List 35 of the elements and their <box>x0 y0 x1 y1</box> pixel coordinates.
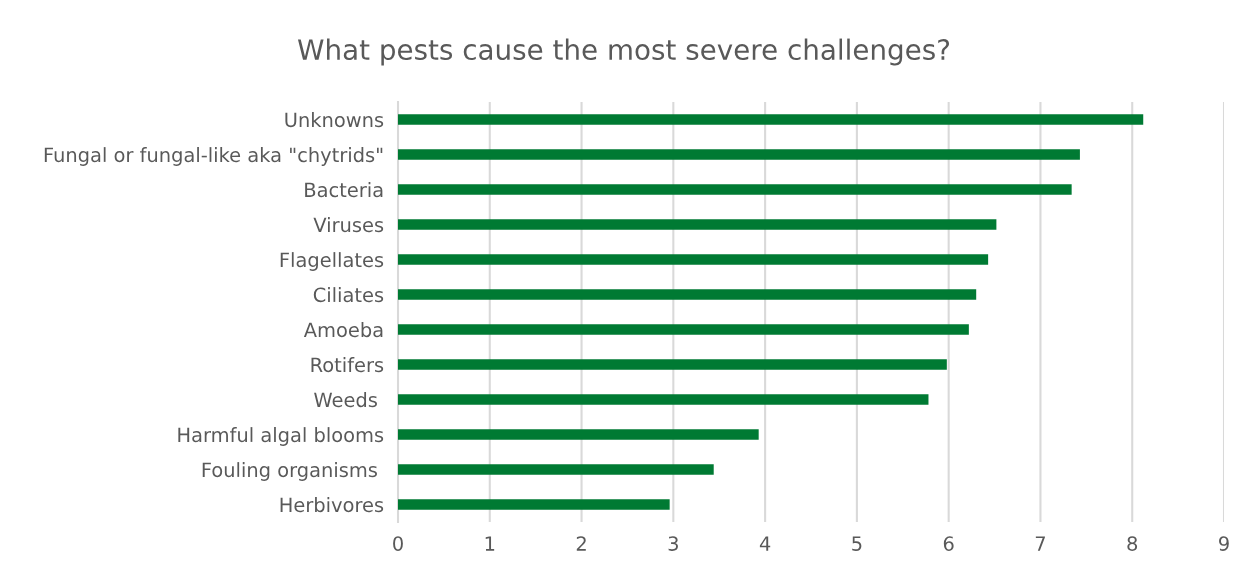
bar <box>398 429 759 440</box>
bar <box>398 289 977 300</box>
bar <box>398 254 989 265</box>
y-tick-label: Fouling organisms <box>202 462 377 481</box>
y-tick-label: Bacteria <box>305 182 383 198</box>
y-tick-label: Weeds <box>314 392 377 408</box>
y-tick-label: Flagellates <box>280 252 384 271</box>
x-tick-label: 4 <box>759 536 771 551</box>
x-tick-label: 5 <box>852 536 862 551</box>
bar <box>398 499 670 510</box>
bar <box>398 359 947 370</box>
y-tick-label: Herbivores <box>280 497 384 513</box>
x-tick-label: 6 <box>943 536 954 551</box>
x-tick-label: 2 <box>576 536 586 551</box>
y-tick-label: Rotifers <box>311 357 384 373</box>
y-tick-label: Fungal or fungal-like aka "chytrids" <box>44 147 383 166</box>
bar <box>398 184 1072 195</box>
bar <box>398 114 1144 125</box>
bar <box>398 464 714 475</box>
bar <box>398 219 997 230</box>
y-tick-label: Viruses <box>313 217 384 233</box>
x-tick-label: 8 <box>1127 536 1138 551</box>
chart-title: What pests cause the most severe challenges? <box>297 38 950 66</box>
x-tick-label: 0 <box>393 536 403 551</box>
bar <box>398 149 1080 160</box>
y-tick-label: Amoeba <box>303 322 383 338</box>
x-tick-label: 3 <box>668 536 678 551</box>
y-tick-label: Ciliates <box>313 287 384 303</box>
bar <box>398 394 929 405</box>
bar <box>398 324 969 335</box>
y-tick-label: Harmful algal blooms <box>178 427 384 446</box>
x-tick-label: 7 <box>1035 536 1045 551</box>
y-tick-label: Unknowns <box>285 112 384 128</box>
x-tick-label: 1 <box>485 536 495 551</box>
x-tick-label: 9 <box>1219 536 1229 551</box>
